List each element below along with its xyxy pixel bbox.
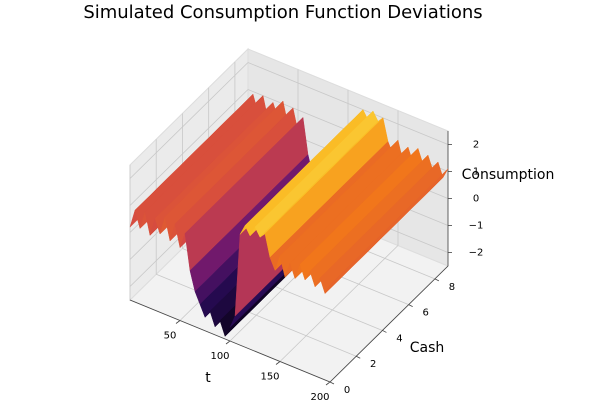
axis-line (329, 265, 449, 383)
tick-mark (356, 355, 361, 359)
tick-mark (408, 304, 413, 308)
y-tick-label: 6 (422, 308, 428, 319)
grid-line (129, 62, 249, 179)
tick-mark (434, 278, 440, 282)
grid-line (129, 89, 249, 206)
x-tick-label: 100 (210, 351, 229, 362)
grid-line (247, 62, 449, 145)
y-axis-label: Cash (410, 340, 445, 356)
y-tick-label: 2 (370, 359, 376, 370)
x-tick-label: 200 (310, 392, 329, 400)
z-tick-label: 0 (473, 194, 479, 205)
tick-mark (329, 381, 335, 385)
tick-mark (175, 320, 181, 324)
tick-mark (382, 330, 387, 333)
surface-patch (324, 168, 449, 294)
y-tick-label: 4 (396, 333, 402, 344)
x-tick-label: 50 (164, 331, 177, 342)
grid-line (156, 273, 357, 357)
z-tick-label: −1 (469, 221, 484, 232)
z-tick-label: −2 (469, 248, 484, 259)
z-axis-label: Consumption (462, 167, 555, 183)
x-axis-label: t (205, 370, 211, 386)
y-tick-label: 8 (449, 282, 455, 293)
z-tick-label: 1 (473, 167, 479, 178)
y-tick-label: 0 (344, 385, 350, 396)
grid-line (279, 245, 399, 362)
tick-mark (225, 340, 231, 345)
z-tick-label: 2 (473, 140, 479, 151)
x-tick-label: 150 (260, 372, 279, 383)
axis-line (129, 299, 331, 383)
tick-mark (325, 381, 331, 386)
tick-mark (275, 361, 281, 365)
chart-title: Simulated Consumption Function Deviation… (83, 2, 482, 23)
